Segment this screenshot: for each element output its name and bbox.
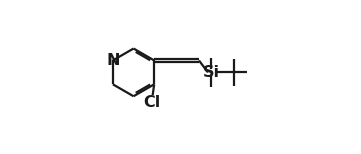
Text: Cl: Cl bbox=[143, 95, 161, 109]
Text: N: N bbox=[106, 53, 119, 68]
Text: Si: Si bbox=[203, 65, 220, 80]
